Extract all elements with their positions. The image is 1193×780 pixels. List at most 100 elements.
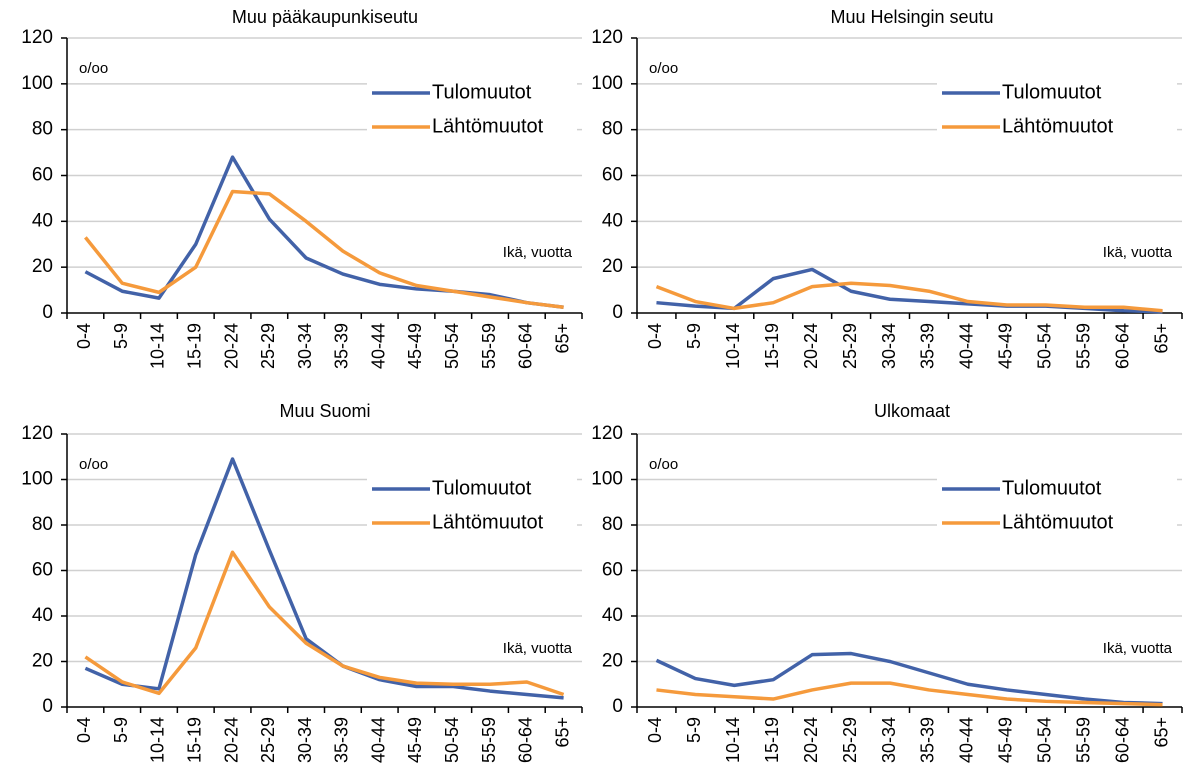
x-tick-label: 15-19 xyxy=(185,717,205,763)
x-tick-label: 5-9 xyxy=(684,323,704,349)
x-tick-label: 20-24 xyxy=(801,717,821,763)
y-tick-label: 40 xyxy=(32,210,53,231)
y-tick-label: 100 xyxy=(21,73,53,94)
x-tick-label: 35-39 xyxy=(332,323,352,369)
y-tick-label: 120 xyxy=(591,27,623,48)
x-tick-label: 60-64 xyxy=(516,717,536,763)
x-tick-label: 15-19 xyxy=(185,323,205,369)
x-tick-label: 50-54 xyxy=(1035,323,1055,369)
x-tick-label: 45-49 xyxy=(996,323,1016,369)
y-tick-label: 100 xyxy=(591,73,623,94)
x-tick-label: 60-64 xyxy=(516,323,536,369)
y-tick-label: 40 xyxy=(32,605,53,626)
unit-note: o/oo xyxy=(79,456,108,473)
unit-note: o/oo xyxy=(649,60,678,77)
x-tick-label: 10-14 xyxy=(723,323,743,369)
x-tick-label: 60-64 xyxy=(1112,323,1132,369)
x-tick-label: 20-24 xyxy=(221,717,241,763)
series-line xyxy=(656,267,1163,314)
y-tick-label: 80 xyxy=(602,514,623,535)
legend-box xyxy=(937,73,1177,149)
x-tick-label: 25-29 xyxy=(840,323,860,369)
x-tick-label: 0-4 xyxy=(74,717,94,743)
x-tick-label: 65+ xyxy=(552,717,572,748)
legend-label: Tulomuutot xyxy=(1002,477,1102,499)
x-tick-label: 35-39 xyxy=(332,717,352,763)
x-tick-label: 55-59 xyxy=(479,323,499,369)
y-tick-label: 80 xyxy=(32,514,53,535)
y-tick-label: 120 xyxy=(21,27,53,48)
x-tick-label: 25-29 xyxy=(258,323,278,369)
y-tick-label: 120 xyxy=(21,423,53,444)
y-tick-label: 0 xyxy=(612,302,623,323)
x-tick-label: 0-4 xyxy=(645,717,665,743)
x-tick-label: 30-34 xyxy=(295,323,315,369)
y-tick-label: 60 xyxy=(602,165,623,186)
x-tick-label: 30-34 xyxy=(879,717,899,763)
axis-note: Ikä, vuotta xyxy=(1103,640,1173,657)
legend-label: Tulomuutot xyxy=(432,81,532,103)
legend-label: Lähtömuutot xyxy=(1002,115,1114,137)
series-line xyxy=(656,681,1163,707)
x-tick-label: 65+ xyxy=(552,323,572,354)
legend-label: Tulomuutot xyxy=(432,477,532,499)
legend-label: Lähtömuutot xyxy=(432,115,544,137)
x-tick-label: 60-64 xyxy=(1112,717,1132,763)
x-tick-label: 30-34 xyxy=(295,717,315,763)
axis-note: Ikä, vuotta xyxy=(1103,244,1173,261)
unit-note: o/oo xyxy=(649,456,678,473)
y-tick-label: 0 xyxy=(42,696,53,717)
y-tick-label: 60 xyxy=(32,560,53,581)
y-tick-label: 20 xyxy=(602,651,623,672)
y-tick-label: 100 xyxy=(591,469,623,490)
x-tick-label: 50-54 xyxy=(1035,717,1055,763)
legend-box xyxy=(367,73,577,149)
x-tick-label: 0-4 xyxy=(645,323,665,349)
x-tick-label: 65+ xyxy=(1151,323,1171,354)
y-tick-label: 80 xyxy=(602,119,623,140)
series-line xyxy=(655,651,1163,706)
x-tick-label: 50-54 xyxy=(442,323,462,369)
x-tick-label: 35-39 xyxy=(918,717,938,763)
x-tick-label: 5-9 xyxy=(684,717,704,743)
legend-box xyxy=(367,469,577,545)
x-tick-label: 0-4 xyxy=(74,323,94,349)
y-tick-label: 20 xyxy=(32,256,53,277)
y-tick-label: 60 xyxy=(32,165,53,186)
x-tick-label: 55-59 xyxy=(1073,323,1093,369)
y-tick-label: 0 xyxy=(612,696,623,717)
x-tick-label: 45-49 xyxy=(405,323,425,369)
x-tick-label: 40-44 xyxy=(957,323,977,369)
x-tick-label: 55-59 xyxy=(1073,717,1093,763)
y-tick-label: 20 xyxy=(602,256,623,277)
legend-box xyxy=(937,469,1177,545)
y-tick-label: 100 xyxy=(21,469,53,490)
x-tick-label: 35-39 xyxy=(918,323,938,369)
x-tick-label: 25-29 xyxy=(258,717,278,763)
x-tick-label: 20-24 xyxy=(221,323,241,369)
chart-title: Muu pääkaupunkiseutu xyxy=(232,7,418,27)
axis-note: Ikä, vuotta xyxy=(503,640,573,657)
y-tick-label: 40 xyxy=(602,210,623,231)
x-tick-label: 40-44 xyxy=(368,717,388,763)
x-tick-label: 10-14 xyxy=(148,717,168,763)
x-tick-label: 15-19 xyxy=(762,323,782,369)
y-tick-label: 120 xyxy=(591,423,623,444)
x-tick-label: 10-14 xyxy=(148,323,168,369)
series-line xyxy=(84,189,564,310)
x-tick-label: 45-49 xyxy=(405,717,425,763)
x-tick-label: 40-44 xyxy=(957,717,977,763)
y-tick-label: 40 xyxy=(602,605,623,626)
x-tick-label: 5-9 xyxy=(111,717,131,743)
chart-title: Muu Helsingin seutu xyxy=(830,7,993,27)
x-tick-label: 50-54 xyxy=(442,717,462,763)
y-tick-label: 60 xyxy=(602,560,623,581)
y-tick-label: 80 xyxy=(32,119,53,140)
x-tick-label: 15-19 xyxy=(762,717,782,763)
legend-label: Lähtömuutot xyxy=(1002,511,1114,533)
legend-label: Tulomuutot xyxy=(1002,81,1102,103)
y-tick-label: 20 xyxy=(32,651,53,672)
x-tick-label: 30-34 xyxy=(879,323,899,369)
x-tick-label: 65+ xyxy=(1151,717,1171,748)
